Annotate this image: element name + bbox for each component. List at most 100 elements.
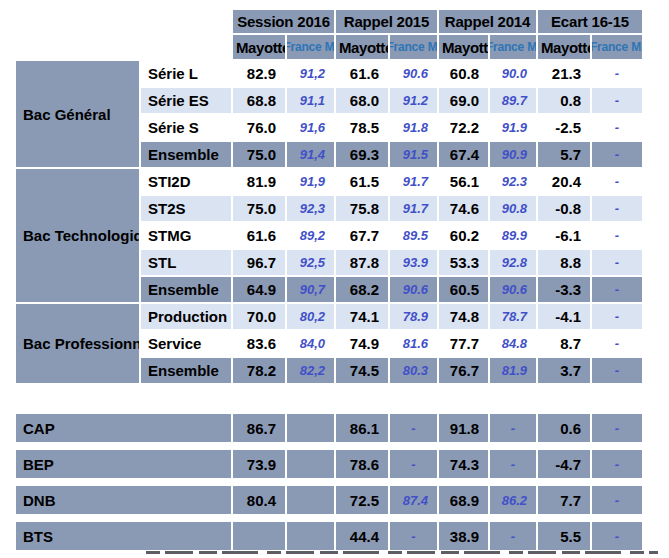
value-mayotte: 56.1 [439,169,488,194]
value-mayotte: 61.6 [233,223,285,248]
value-mayotte: 96.7 [233,250,285,275]
value-mayotte: -0.8 [538,196,590,221]
series-label: ST2S [141,196,231,221]
value-france: - [592,250,642,275]
value-france: 91.7 [390,169,437,194]
value-france: 86.2 [490,486,536,514]
value-france: - [592,304,642,329]
results-page: Session 2016Rappel 2015Rappel 2014Ecart … [0,0,669,558]
category-label: Bac Général [16,61,139,167]
value-mayotte: 68.0 [336,88,388,113]
value-mayotte: 70.0 [233,304,285,329]
subheader-france: France M. [390,35,437,59]
value-france: 78.7 [490,304,536,329]
value-mayotte: 76.7 [439,358,488,383]
value-france: 91.2 [390,88,437,113]
value-france: 91.9 [490,115,536,140]
value-mayotte: 7.7 [538,486,590,514]
series-label: Ensemble [141,277,231,302]
value-mayotte: 8.8 [538,250,590,275]
series-label: Série L [141,61,231,86]
value-mayotte: 78.6 [336,450,388,478]
column-group-header: Rappel 2014 [439,10,536,33]
subheader-mayotte: Mayotte [233,35,285,59]
value-mayotte: 91.8 [439,414,488,442]
value-france: 91.7 [390,196,437,221]
value-france: 81.6 [390,331,437,356]
value-mayotte: 75.8 [336,196,388,221]
value-france: - [592,223,642,248]
value-mayotte: 69.0 [439,88,488,113]
exam-summary-table: CAP86.786.1-91.8-0.6-BEP73.978.6-74.3--4… [16,414,642,550]
subheader-mayotte: Mayotte [336,35,388,59]
value-france: - [592,414,642,442]
value-france: - [592,196,642,221]
value-mayotte: 0.8 [538,88,590,113]
value-mayotte: 61.5 [336,169,388,194]
value-mayotte: 67.4 [439,142,488,167]
value-france: 81.9 [490,358,536,383]
subheader-france: France M. [592,35,642,59]
clipped-caption-text [146,551,658,558]
value-france: 91,9 [287,169,334,194]
value-france [287,450,334,478]
value-mayotte: 68.8 [233,88,285,113]
exam-label: DNB [16,486,231,514]
value-mayotte: 5.7 [538,142,590,167]
value-mayotte: 73.9 [233,450,285,478]
value-mayotte: 75.0 [233,196,285,221]
column-group-header: Session 2016 [233,10,334,33]
value-mayotte: 60.8 [439,61,488,86]
value-france [287,486,334,514]
value-france: - [592,358,642,383]
value-france: - [592,450,642,478]
value-france: 92.3 [490,169,536,194]
series-label: Ensemble [141,358,231,383]
value-france: - [592,522,642,550]
value-france: 92,3 [287,196,334,221]
column-group-header: Rappel 2015 [336,10,437,33]
value-mayotte: 68.2 [336,277,388,302]
value-france: 90.8 [490,196,536,221]
value-france: 82,2 [287,358,334,383]
value-mayotte: 60.5 [439,277,488,302]
value-mayotte: 44.4 [336,522,388,550]
value-mayotte: 72.2 [439,115,488,140]
value-mayotte: -4.1 [538,304,590,329]
series-label: STMG [141,223,231,248]
subheader-mayotte: Mayotte [439,35,488,59]
category-label: Bac Technologique [16,169,139,302]
value-france: 90.0 [490,61,536,86]
value-france: 93.9 [390,250,437,275]
value-france: - [490,522,536,550]
series-label: STL [141,250,231,275]
value-france: - [592,142,642,167]
exam-label: CAP [16,414,231,442]
value-mayotte: 69.3 [336,142,388,167]
value-mayotte: 20.4 [538,169,590,194]
value-mayotte: 74.8 [439,304,488,329]
value-mayotte: 80.4 [233,486,285,514]
value-mayotte: 81.9 [233,169,285,194]
value-france: - [592,115,642,140]
value-mayotte [233,522,285,550]
value-france: - [592,61,642,86]
value-france: 80.3 [390,358,437,383]
value-mayotte: 74.5 [336,358,388,383]
value-france: 92,5 [287,250,334,275]
value-mayotte: 82.9 [233,61,285,86]
subheader-mayotte: Mayotte [538,35,590,59]
value-mayotte: 8.7 [538,331,590,356]
value-france: 90.9 [490,142,536,167]
value-mayotte: 77.7 [439,331,488,356]
value-mayotte: 86.1 [336,414,388,442]
value-france: 91,6 [287,115,334,140]
value-france: 78.9 [390,304,437,329]
value-mayotte: 60.2 [439,223,488,248]
value-mayotte: 72.5 [336,486,388,514]
series-label: Série ES [141,88,231,113]
value-mayotte: 74.9 [336,331,388,356]
value-mayotte: 21.3 [538,61,590,86]
value-france: 87.4 [390,486,437,514]
value-mayotte: 61.6 [336,61,388,86]
